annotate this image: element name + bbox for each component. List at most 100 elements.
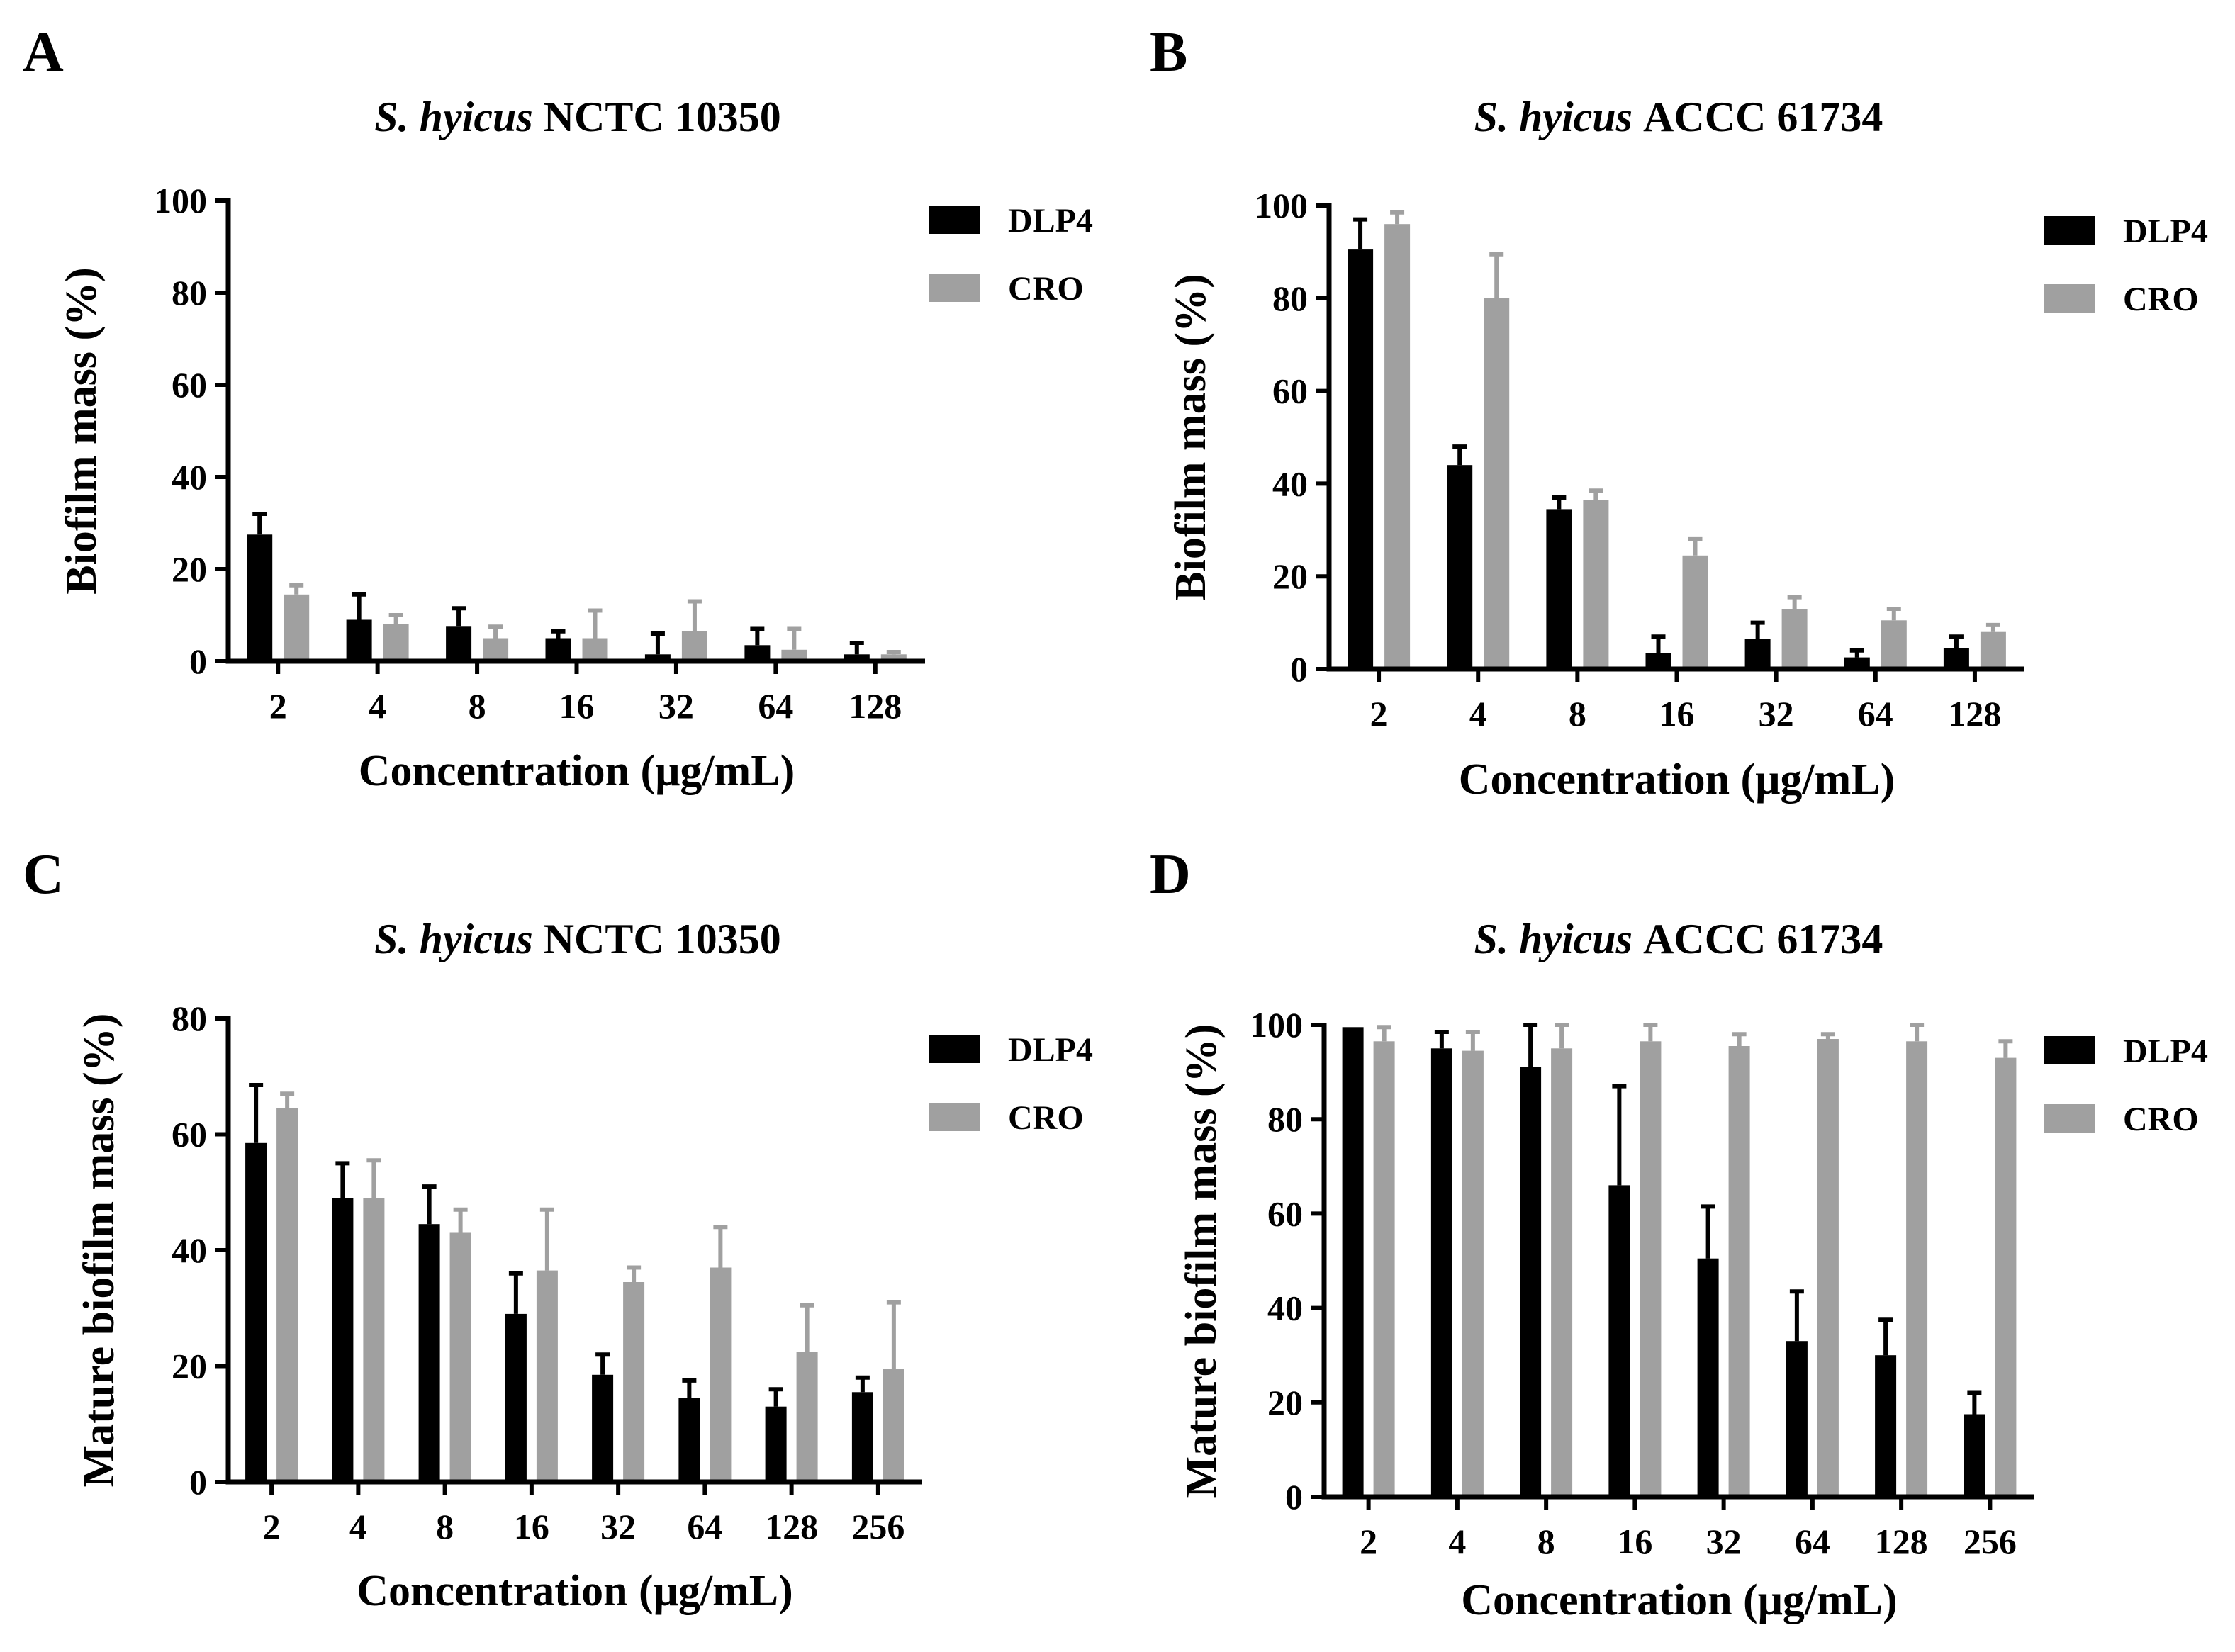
error-bar-cro-8 [1589, 488, 1603, 500]
bar-cro-16 [1682, 555, 1708, 669]
x-axis-label: Concentration (μg/mL) [1461, 1576, 1897, 1624]
bar-dlp4-64 [1844, 657, 1870, 669]
panel-letter: D [1150, 843, 1191, 906]
x-tick-label: 128 [1875, 1522, 1928, 1561]
error-bar-dlp4-8 [1552, 495, 1567, 510]
bar-dlp4-8 [446, 626, 472, 662]
error-bar-cro-8 [1555, 1023, 1569, 1049]
chart-panel-b: B S. hyicus ACCC 61734 0 20 40 60 80 100 2 4 8 16 32… [1150, 21, 2208, 804]
y-tick-label: 80 [172, 273, 207, 313]
bar-dlp4-2 [247, 534, 273, 662]
legend-label-cro: CRO [1008, 1099, 1084, 1137]
bar-cro-2 [276, 1108, 298, 1482]
x-tick-label: 8 [1537, 1522, 1555, 1561]
error-bar-cro-128 [886, 650, 901, 655]
x-tick-label: 8 [469, 686, 486, 726]
bar-dlp4-16 [505, 1313, 527, 1482]
x-tick-label: 256 [1964, 1522, 2017, 1561]
x-tick-label: 64 [758, 686, 793, 726]
bar-dlp4-16 [545, 638, 571, 661]
error-bar-cro-4 [1489, 252, 1504, 298]
x-tick-label: 64 [1858, 694, 1893, 734]
y-tick-label: 100 [1250, 1005, 1303, 1045]
legend-label-cro: CRO [2123, 281, 2199, 318]
y-axis-label: Mature biofilm mass (%) [75, 1013, 123, 1488]
error-bar-dlp4-64 [682, 1378, 697, 1398]
error-bar-cro-64 [713, 1225, 728, 1268]
error-bar-dlp4-32 [650, 631, 665, 655]
x-tick-label: 8 [1569, 694, 1586, 734]
chart-title-species: S. hyicus [1474, 94, 1632, 140]
bar-cro-64 [781, 649, 807, 662]
bar-cro-32 [681, 631, 707, 662]
y-tick-label: 100 [1255, 186, 1308, 225]
error-bar-cro-2 [1390, 210, 1405, 225]
error-bar-cro-32 [1732, 1032, 1747, 1046]
chart-title: S. hyicus NCTC 10350 [374, 94, 780, 140]
legend-swatch-dlp4 [929, 206, 980, 234]
chart-title-species: S. hyicus [374, 916, 532, 962]
error-bar-dlp4-4 [1434, 1030, 1449, 1049]
bar-dlp4-32 [592, 1374, 614, 1482]
error-bar-dlp4-16 [508, 1271, 523, 1314]
error-bar-dlp4-128 [768, 1387, 783, 1407]
x-tick-label: 32 [1759, 694, 1794, 734]
bar-cro-128 [1906, 1041, 1928, 1497]
bar-dlp4-8 [1520, 1067, 1542, 1497]
legend-label-cro: CRO [2123, 1101, 2199, 1138]
legend-label-dlp4: DLP4 [2123, 213, 2208, 250]
error-bar-dlp4-64 [1789, 1289, 1804, 1342]
axes [1326, 203, 2024, 672]
y-tick-label: 0 [1290, 649, 1308, 689]
x-tick-label: 128 [1948, 694, 2001, 734]
chart-title-species: S. hyicus [374, 94, 532, 140]
bar-cro-32 [1728, 1046, 1750, 1497]
bar-cro-256 [1995, 1057, 2017, 1497]
x-tick-label: 2 [263, 1507, 281, 1546]
error-bar-cro-4 [388, 613, 403, 624]
bar-cro-8 [449, 1232, 471, 1482]
error-bar-cro-64 [1886, 607, 1901, 621]
error-bar-cro-2 [1377, 1025, 1391, 1042]
error-bar-dlp4-128 [849, 641, 864, 655]
chart-title-species: S. hyicus [1474, 916, 1632, 962]
bar-cro-8 [483, 638, 509, 661]
panel-letter: C [23, 843, 64, 906]
x-tick-label: 2 [269, 686, 287, 726]
y-tick-label: 60 [1267, 1193, 1303, 1233]
error-bar-cro-8 [488, 624, 503, 639]
y-tick-label: 20 [1267, 1383, 1303, 1422]
x-tick-label: 128 [765, 1507, 818, 1546]
y-axis-label: Biofilm mass (%) [1167, 274, 1215, 601]
y-tick-label: 40 [1272, 463, 1308, 503]
x-tick-label: 2 [1370, 694, 1388, 734]
chart-title: S. hyicus ACCC 61734 [1474, 916, 1883, 962]
x-tick-label: 128 [848, 686, 902, 726]
legend-label-dlp4: DLP4 [2123, 1033, 2208, 1070]
bar-dlp4-4 [332, 1198, 354, 1482]
error-bar-dlp4-2 [252, 512, 267, 535]
bar-cro-16 [536, 1270, 558, 1482]
x-tick-label: 16 [1659, 694, 1695, 734]
bar-dlp4-2 [1348, 249, 1374, 670]
x-tick-label: 16 [1617, 1522, 1652, 1561]
error-bar-dlp4-16 [1651, 634, 1666, 653]
error-bar-cro-128 [1910, 1023, 1925, 1042]
error-bar-cro-64 [1820, 1032, 1835, 1039]
error-bar-dlp4-4 [335, 1161, 350, 1198]
x-axis-label: Concentration (μg/mL) [1459, 755, 1895, 804]
bar-cro-8 [1583, 500, 1609, 669]
error-bar-cro-2 [289, 583, 304, 595]
chart-panel-a: A S. hyicus NCTC 10350 0 20 40 60 80 100 2 4 8 16 32… [23, 21, 1093, 795]
legend-label-dlp4: DLP4 [1008, 1031, 1093, 1069]
bar-dlp4-8 [418, 1224, 440, 1482]
y-axis-label: Biofilm mass (%) [57, 267, 106, 595]
bar-cro-64 [1817, 1039, 1839, 1497]
error-bar-cro-256 [886, 1300, 901, 1369]
bar-cro-128 [796, 1352, 818, 1482]
error-bar-dlp4-128 [1949, 634, 1964, 648]
bar-dlp4-64 [678, 1398, 700, 1482]
x-tick-label: 64 [687, 1507, 722, 1546]
x-axis-label: Concentration (μg/mL) [357, 1567, 792, 1615]
